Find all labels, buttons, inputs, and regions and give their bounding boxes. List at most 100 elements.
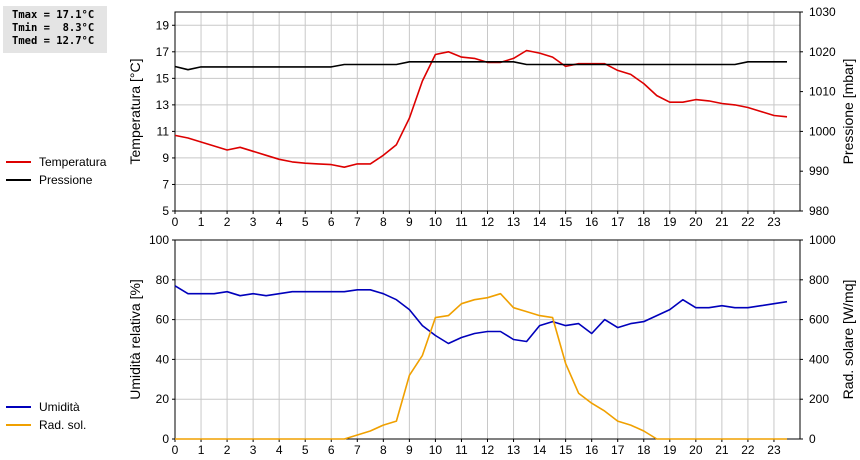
tmin-stat: Tmin = 8.3°C bbox=[12, 22, 95, 34]
x-tick-label: 23 bbox=[767, 443, 781, 457]
y-tick-label: 0 bbox=[162, 432, 169, 446]
x-tick-label: 17 bbox=[611, 215, 625, 229]
x-tick-label: 19 bbox=[663, 215, 677, 229]
y2-tick-label: 0 bbox=[809, 432, 816, 446]
legend-top: Temperatura Pressione bbox=[6, 153, 106, 189]
x-tick-label: 15 bbox=[559, 215, 573, 229]
legend-label: Rad. sol. bbox=[39, 418, 87, 432]
y2-tick-label: 1020 bbox=[809, 45, 836, 59]
y2-tick-label: 600 bbox=[809, 313, 829, 327]
x-tick-label: 1 bbox=[198, 443, 205, 457]
y-tick-label: 40 bbox=[156, 352, 170, 366]
x-tick-label: 14 bbox=[533, 215, 547, 229]
x-tick-label: 1 bbox=[198, 215, 205, 229]
x-tick-label: 12 bbox=[481, 443, 495, 457]
y-tick-label: 11 bbox=[157, 124, 170, 138]
stats-box: Tmax = 17.1°C Tmin = 8.3°C Tmed = 12.7°C bbox=[3, 6, 107, 53]
series-line-pressione bbox=[174, 60, 787, 71]
y-tick-label: 7 bbox=[162, 177, 169, 191]
x-tick-label: 18 bbox=[637, 215, 651, 229]
x-tick-label: 14 bbox=[533, 443, 547, 457]
x-tick-label: 10 bbox=[429, 215, 443, 229]
legend-item-umidita: Umidità bbox=[6, 398, 86, 416]
x-tick-label: 3 bbox=[250, 443, 257, 457]
y-tick-label: 17 bbox=[156, 45, 170, 59]
x-tick-label: 9 bbox=[406, 215, 413, 229]
tmed-stat: Tmed = 12.7°C bbox=[12, 35, 95, 47]
x-tick-label: 9 bbox=[406, 443, 413, 457]
x-tick-label: 19 bbox=[663, 443, 677, 457]
y-tick-label: 60 bbox=[156, 313, 170, 327]
y2-tick-label: 1000 bbox=[809, 124, 836, 138]
x-tick-label: 0 bbox=[172, 443, 179, 457]
series-line-umidit bbox=[174, 285, 788, 345]
y-tick-label: 13 bbox=[156, 98, 170, 112]
x-tick-label: 21 bbox=[715, 215, 729, 229]
y-tick-label: 9 bbox=[162, 151, 169, 165]
legend-label: Pressione bbox=[39, 173, 93, 187]
legend-swatch bbox=[6, 424, 31, 426]
x-tick-label: 16 bbox=[585, 215, 599, 229]
y2-tick-label: 400 bbox=[809, 352, 829, 366]
x-tick-label: 0 bbox=[172, 215, 179, 229]
x-tick-label: 5 bbox=[302, 443, 309, 457]
legend-item-pressione: Pressione bbox=[6, 171, 106, 189]
legend-swatch bbox=[6, 179, 31, 181]
y2-tick-label: 1030 bbox=[809, 5, 836, 19]
x-tick-label: 16 bbox=[585, 443, 599, 457]
series-line-temperatura bbox=[174, 49, 788, 168]
y2-axis-label: Rad. solare [W/mq] bbox=[840, 280, 856, 400]
y2-tick-label: 200 bbox=[809, 392, 829, 406]
x-tick-label: 20 bbox=[689, 443, 703, 457]
x-tick-label: 7 bbox=[354, 443, 361, 457]
x-tick-label: 8 bbox=[380, 215, 387, 229]
y2-tick-label: 980 bbox=[809, 204, 829, 218]
x-tick-label: 23 bbox=[767, 215, 781, 229]
x-tick-label: 21 bbox=[715, 443, 729, 457]
legend-swatch bbox=[6, 406, 31, 408]
x-tick-label: 6 bbox=[328, 443, 335, 457]
y-tick-label: 80 bbox=[156, 273, 170, 287]
x-tick-label: 4 bbox=[276, 443, 283, 457]
x-tick-label: 3 bbox=[250, 215, 257, 229]
x-tick-label: 13 bbox=[507, 215, 521, 229]
x-tick-label: 7 bbox=[354, 215, 361, 229]
plot-frame bbox=[174, 239, 801, 440]
x-tick-label: 10 bbox=[429, 443, 443, 457]
plot-frame bbox=[174, 11, 801, 212]
x-tick-label: 8 bbox=[380, 443, 387, 457]
legend-item-temperatura: Temperatura bbox=[6, 153, 106, 171]
x-tick-label: 15 bbox=[559, 443, 573, 457]
y-tick-label: 100 bbox=[149, 233, 169, 247]
x-tick-label: 5 bbox=[302, 215, 309, 229]
legend-swatch bbox=[6, 161, 31, 163]
x-tick-label: 13 bbox=[507, 443, 521, 457]
x-tick-label: 12 bbox=[481, 215, 495, 229]
legend-label: Umidità bbox=[39, 400, 80, 414]
y-tick-label: 19 bbox=[156, 18, 170, 32]
legend-item-radsol: Rad. sol. bbox=[6, 416, 86, 434]
y-axis-label: Umidità relativa [%] bbox=[127, 279, 143, 400]
y-tick-label: 20 bbox=[156, 392, 170, 406]
legend-label: Temperatura bbox=[39, 155, 107, 169]
y-tick-label: 5 bbox=[162, 204, 169, 218]
y2-tick-label: 1010 bbox=[809, 85, 836, 99]
x-tick-label: 4 bbox=[276, 215, 283, 229]
x-tick-label: 11 bbox=[455, 443, 468, 457]
y-tick-label: 15 bbox=[156, 71, 170, 85]
y2-tick-label: 800 bbox=[809, 273, 829, 287]
x-tick-label: 2 bbox=[224, 215, 231, 229]
x-tick-label: 6 bbox=[328, 215, 335, 229]
x-tick-label: 17 bbox=[611, 443, 625, 457]
tmax-stat: Tmax = 17.1°C bbox=[12, 9, 95, 21]
x-tick-label: 18 bbox=[637, 443, 651, 457]
y2-tick-label: 990 bbox=[809, 164, 829, 178]
x-tick-label: 20 bbox=[689, 215, 703, 229]
x-tick-label: 22 bbox=[741, 443, 755, 457]
series-line-rad-sol bbox=[175, 292, 787, 440]
legend-bottom: Umidità Rad. sol. bbox=[6, 398, 86, 434]
x-tick-label: 11 bbox=[455, 215, 468, 229]
y2-tick-label: 1000 bbox=[809, 233, 836, 247]
y-axis-label: Temperatura [°C] bbox=[127, 59, 143, 165]
